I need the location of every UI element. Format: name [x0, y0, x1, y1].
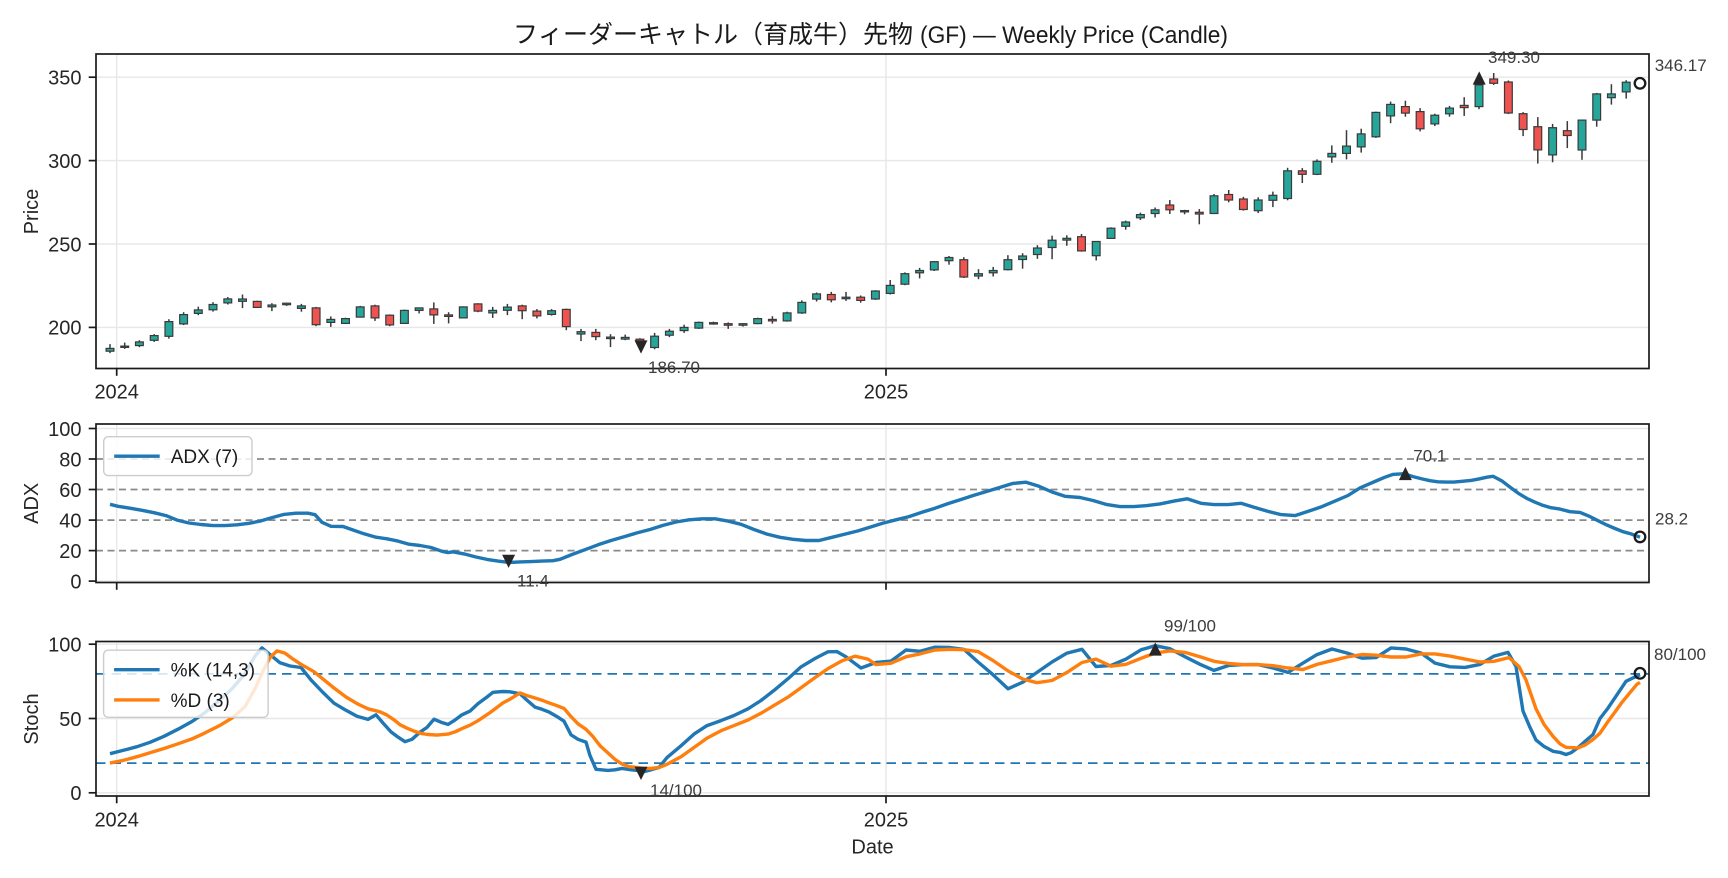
svg-text:80/100: 80/100: [1654, 645, 1706, 664]
svg-text:100: 100: [48, 419, 81, 441]
svg-text:250: 250: [48, 234, 81, 256]
svg-text:11.4: 11.4: [517, 572, 549, 591]
svg-text:%D (3): %D (3): [171, 691, 230, 712]
svg-text:99/100: 99/100: [1164, 617, 1216, 636]
svg-text:14/100: 14/100: [650, 781, 702, 800]
svg-text:80: 80: [59, 449, 81, 471]
svg-text:ADX: ADX: [21, 483, 43, 524]
svg-text:2025: 2025: [864, 809, 909, 831]
svg-text:Stoch: Stoch: [21, 693, 43, 744]
svg-text:346.17: 346.17: [1655, 56, 1707, 75]
svg-text:349.30: 349.30: [1488, 48, 1540, 67]
svg-text:2024: 2024: [94, 809, 139, 831]
svg-text:50: 50: [59, 709, 81, 731]
svg-text:2025: 2025: [864, 381, 909, 403]
svg-text:(GF) — Weekly Price (Candle): (GF) — Weekly Price (Candle): [920, 22, 1228, 49]
svg-text:20: 20: [59, 541, 81, 563]
svg-text:350: 350: [48, 68, 81, 90]
svg-text:28.2: 28.2: [1655, 510, 1688, 529]
svg-text:2024: 2024: [94, 381, 139, 403]
svg-text:%K (14,3): %K (14,3): [171, 661, 255, 682]
svg-text:40: 40: [59, 510, 81, 532]
svg-text:Date: Date: [851, 836, 893, 858]
svg-text:Price: Price: [21, 189, 43, 235]
svg-text:0: 0: [70, 571, 81, 593]
svg-text:300: 300: [48, 151, 81, 173]
svg-text:100: 100: [48, 635, 81, 657]
svg-text:60: 60: [59, 480, 81, 502]
svg-text:200: 200: [48, 318, 81, 340]
svg-text:0: 0: [70, 783, 81, 805]
svg-text:186.70: 186.70: [648, 358, 700, 377]
svg-text:ADX (7): ADX (7): [171, 447, 239, 468]
svg-text:70.1: 70.1: [1413, 446, 1446, 465]
